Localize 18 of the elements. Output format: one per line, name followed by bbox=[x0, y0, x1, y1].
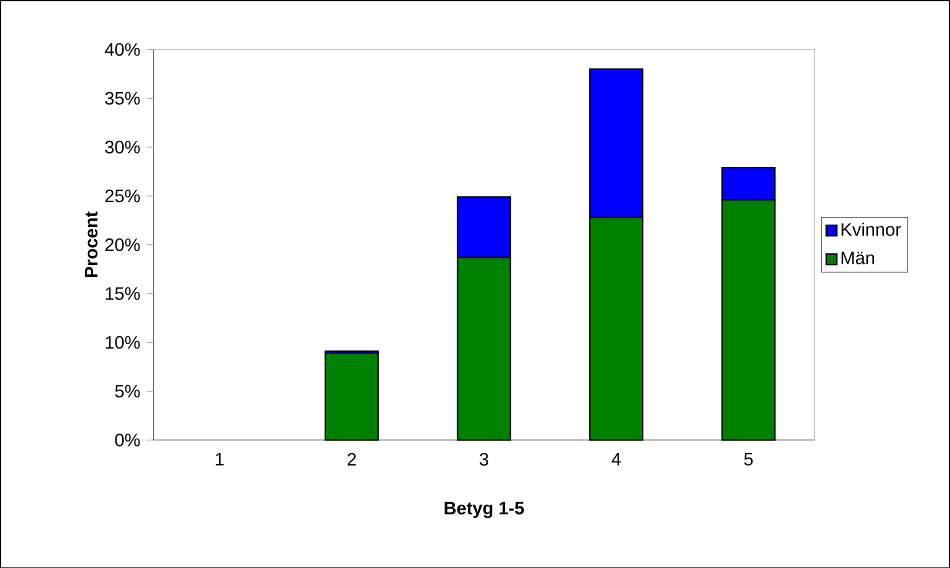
legend-label: Män bbox=[842, 252, 874, 264]
y-tick-label: 0% bbox=[115, 433, 140, 446]
y-tick-label: 5% bbox=[115, 384, 140, 398]
legend-label: Kvinnor bbox=[842, 222, 901, 236]
y-tick-label: 10% bbox=[106, 336, 140, 349]
x-tick-label: 3 bbox=[480, 452, 488, 466]
x-tick-label: 1 bbox=[216, 452, 224, 466]
x-axis-title: Betyg 1-5 bbox=[444, 502, 524, 518]
y-tick-label: 40% bbox=[104, 42, 140, 56]
y-axis-title: Procent bbox=[84, 211, 98, 277]
y-tick-label: 25% bbox=[105, 189, 140, 202]
y-tick-label: 35% bbox=[105, 92, 140, 104]
y-tick-label: 20% bbox=[105, 238, 140, 251]
y-tick-label: 30% bbox=[105, 140, 140, 154]
x-tick-label: 2 bbox=[348, 452, 356, 466]
x-tick-label: 5 bbox=[744, 452, 753, 466]
x-tick-label: 4 bbox=[612, 452, 621, 466]
y-tick-label: 15% bbox=[106, 287, 140, 300]
